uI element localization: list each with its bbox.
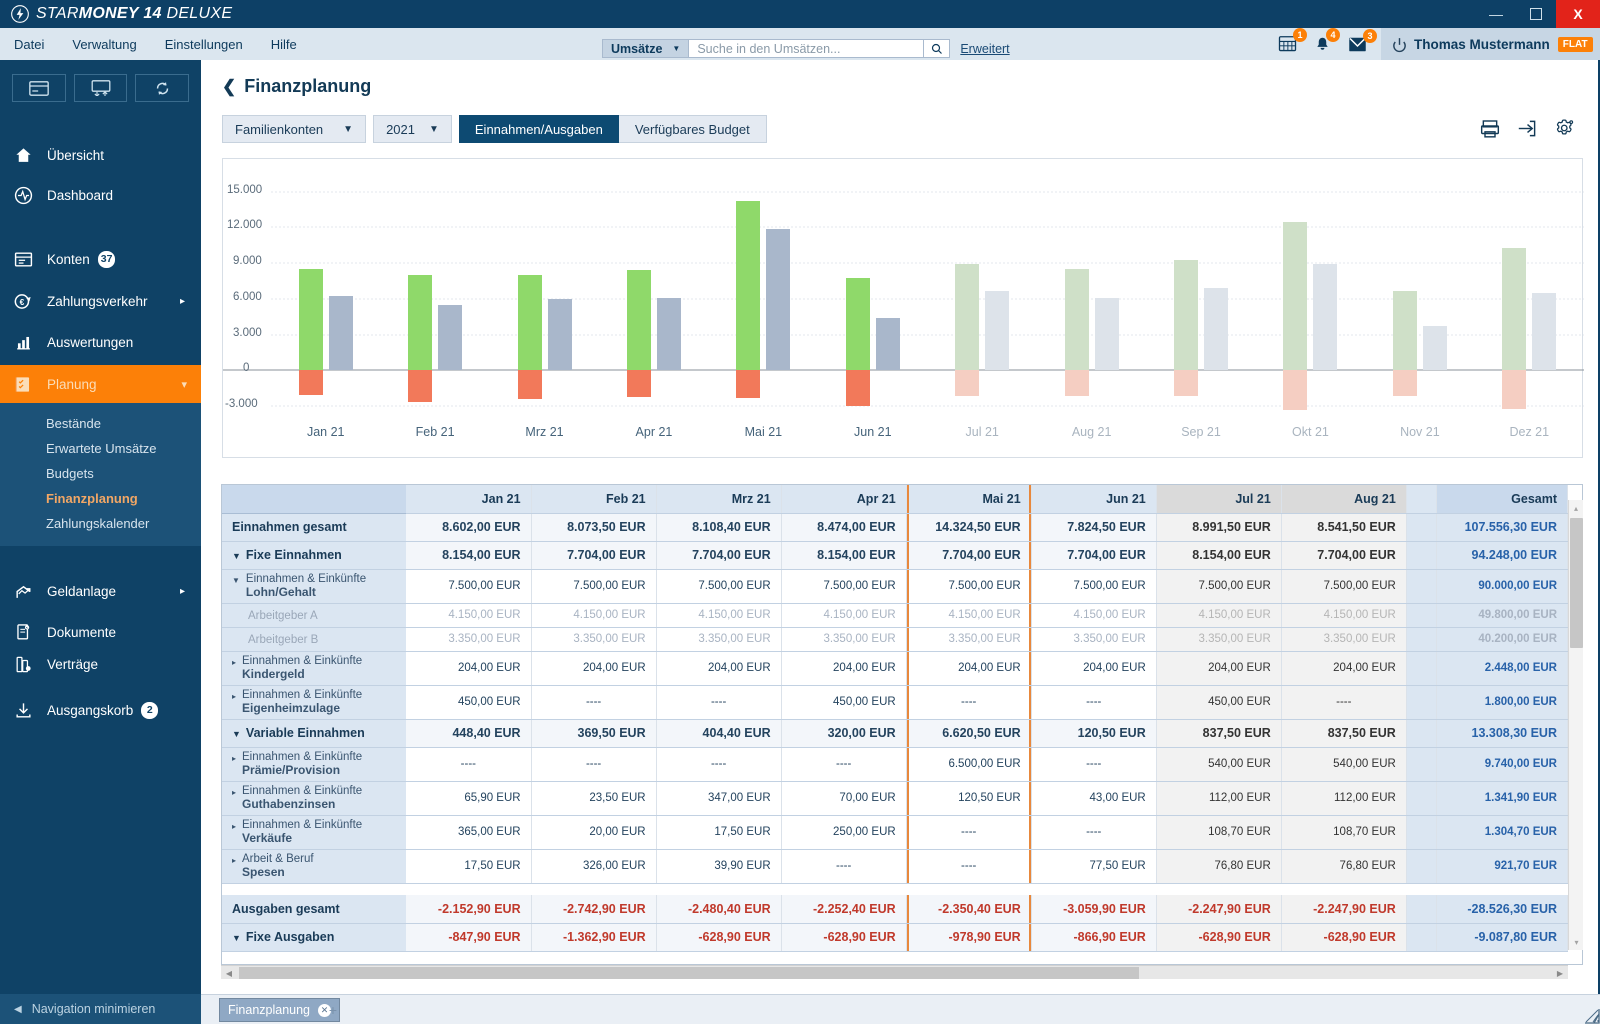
svg-text:€: €	[20, 296, 25, 306]
